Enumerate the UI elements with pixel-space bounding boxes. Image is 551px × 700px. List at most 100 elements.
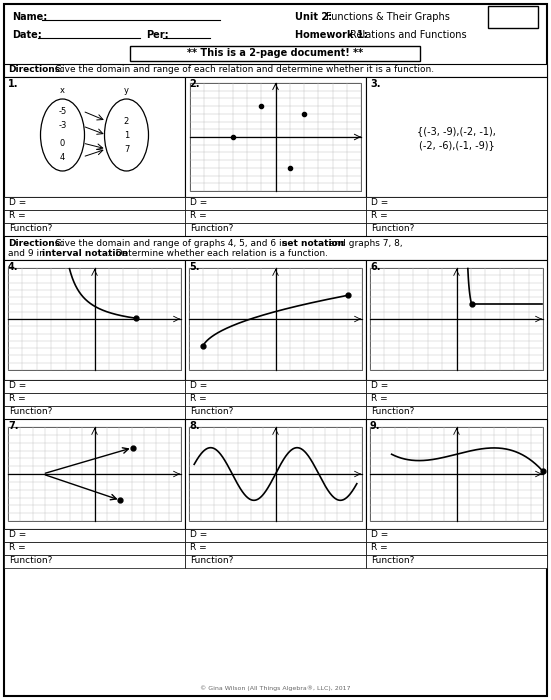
Bar bbox=[185, 260, 366, 380]
Text: 3.: 3. bbox=[370, 79, 381, 89]
Bar bbox=[185, 555, 366, 568]
Text: 7.: 7. bbox=[8, 421, 19, 431]
Bar bbox=[4, 223, 185, 236]
Text: R =: R = bbox=[190, 211, 207, 220]
Bar bbox=[130, 46, 420, 61]
Text: Relations and Functions: Relations and Functions bbox=[350, 30, 467, 40]
Bar bbox=[366, 555, 547, 568]
Text: Directions:: Directions: bbox=[8, 239, 64, 248]
Text: 8.: 8. bbox=[189, 421, 199, 431]
Text: 2.: 2. bbox=[189, 79, 199, 89]
Text: set notation: set notation bbox=[282, 239, 344, 248]
Text: Function?: Function? bbox=[9, 556, 52, 565]
Text: D =: D = bbox=[371, 198, 388, 207]
Bar bbox=[366, 223, 547, 236]
Text: Function?: Function? bbox=[190, 224, 234, 233]
Text: 7: 7 bbox=[124, 144, 129, 153]
Text: R =: R = bbox=[371, 211, 387, 220]
Bar bbox=[4, 406, 185, 419]
Text: -3: -3 bbox=[58, 122, 67, 130]
Bar bbox=[366, 406, 547, 419]
Text: -5: -5 bbox=[58, 106, 67, 116]
Bar bbox=[370, 268, 543, 370]
Text: D =: D = bbox=[371, 381, 388, 390]
Text: Give the domain and range of each relation and determine whether it is a functio: Give the domain and range of each relati… bbox=[55, 65, 434, 74]
Text: R =: R = bbox=[190, 394, 207, 403]
Bar bbox=[4, 77, 185, 197]
Text: .  Determine whether each relation is a function.: . Determine whether each relation is a f… bbox=[107, 249, 328, 258]
Text: Function?: Function? bbox=[371, 407, 414, 416]
Text: Name:: Name: bbox=[12, 12, 47, 22]
Text: and 9 in: and 9 in bbox=[8, 249, 48, 258]
Bar bbox=[4, 419, 185, 529]
Text: Function?: Function? bbox=[371, 224, 414, 233]
Text: Unit 2:: Unit 2: bbox=[295, 12, 332, 22]
Bar bbox=[4, 64, 547, 77]
Bar bbox=[185, 223, 366, 236]
Bar bbox=[185, 542, 366, 555]
Text: Function?: Function? bbox=[9, 407, 52, 416]
Bar bbox=[366, 210, 547, 223]
Bar bbox=[189, 427, 362, 521]
Text: Per:: Per: bbox=[146, 30, 169, 40]
Text: 4.: 4. bbox=[8, 262, 19, 272]
Text: D =: D = bbox=[9, 530, 26, 539]
Text: 6.: 6. bbox=[370, 262, 381, 272]
Text: Function?: Function? bbox=[190, 556, 234, 565]
Bar bbox=[370, 427, 543, 521]
Text: D =: D = bbox=[190, 381, 207, 390]
Text: 1: 1 bbox=[124, 130, 129, 139]
Bar bbox=[185, 419, 366, 529]
Bar bbox=[4, 529, 185, 542]
Bar bbox=[366, 529, 547, 542]
Bar bbox=[366, 260, 547, 380]
Text: Homework 1:: Homework 1: bbox=[295, 30, 368, 40]
Bar bbox=[4, 236, 547, 260]
Text: 4: 4 bbox=[60, 153, 65, 162]
Bar bbox=[190, 83, 361, 191]
Text: 1.: 1. bbox=[8, 79, 19, 89]
Bar bbox=[185, 380, 366, 393]
Text: interval notation: interval notation bbox=[42, 249, 128, 258]
Text: Give the domain and range of graphs 4, 5, and 6 in: Give the domain and range of graphs 4, 5… bbox=[55, 239, 290, 248]
Bar bbox=[8, 427, 181, 521]
Bar bbox=[4, 197, 185, 210]
Bar bbox=[185, 77, 366, 197]
Text: D =: D = bbox=[9, 198, 26, 207]
Text: D =: D = bbox=[9, 381, 26, 390]
Bar bbox=[4, 260, 185, 380]
Text: (-2, -6),(-1, -9)}: (-2, -6),(-1, -9)} bbox=[419, 140, 494, 150]
Text: 9.: 9. bbox=[370, 421, 381, 431]
Bar bbox=[366, 419, 547, 529]
Bar bbox=[185, 210, 366, 223]
Text: 2: 2 bbox=[124, 116, 129, 125]
Text: D =: D = bbox=[190, 198, 207, 207]
Bar bbox=[4, 555, 185, 568]
Bar bbox=[4, 210, 185, 223]
Bar bbox=[185, 406, 366, 419]
Text: 0: 0 bbox=[60, 139, 65, 148]
Bar bbox=[366, 393, 547, 406]
Text: Function?: Function? bbox=[9, 224, 52, 233]
Bar bbox=[185, 529, 366, 542]
Text: 5.: 5. bbox=[189, 262, 199, 272]
Bar bbox=[8, 268, 181, 370]
Text: R =: R = bbox=[371, 543, 387, 552]
Text: Function?: Function? bbox=[190, 407, 234, 416]
Text: Date:: Date: bbox=[12, 30, 42, 40]
Text: D =: D = bbox=[371, 530, 388, 539]
Text: Functions & Their Graphs: Functions & Their Graphs bbox=[326, 12, 450, 22]
Text: R =: R = bbox=[9, 543, 26, 552]
Bar bbox=[488, 6, 538, 28]
Bar bbox=[4, 393, 185, 406]
Text: {(-3, -9),(-2, -1),: {(-3, -9),(-2, -1), bbox=[417, 126, 496, 136]
Bar bbox=[4, 380, 185, 393]
Text: Function?: Function? bbox=[371, 556, 414, 565]
Bar bbox=[366, 197, 547, 210]
Bar bbox=[366, 77, 547, 197]
Text: R =: R = bbox=[190, 543, 207, 552]
Text: and graphs 7, 8,: and graphs 7, 8, bbox=[326, 239, 403, 248]
Text: Directions:: Directions: bbox=[8, 65, 64, 74]
Text: © Gina Wilson (All Things Algebra®, LLC), 2017: © Gina Wilson (All Things Algebra®, LLC)… bbox=[200, 685, 350, 691]
Bar bbox=[366, 380, 547, 393]
